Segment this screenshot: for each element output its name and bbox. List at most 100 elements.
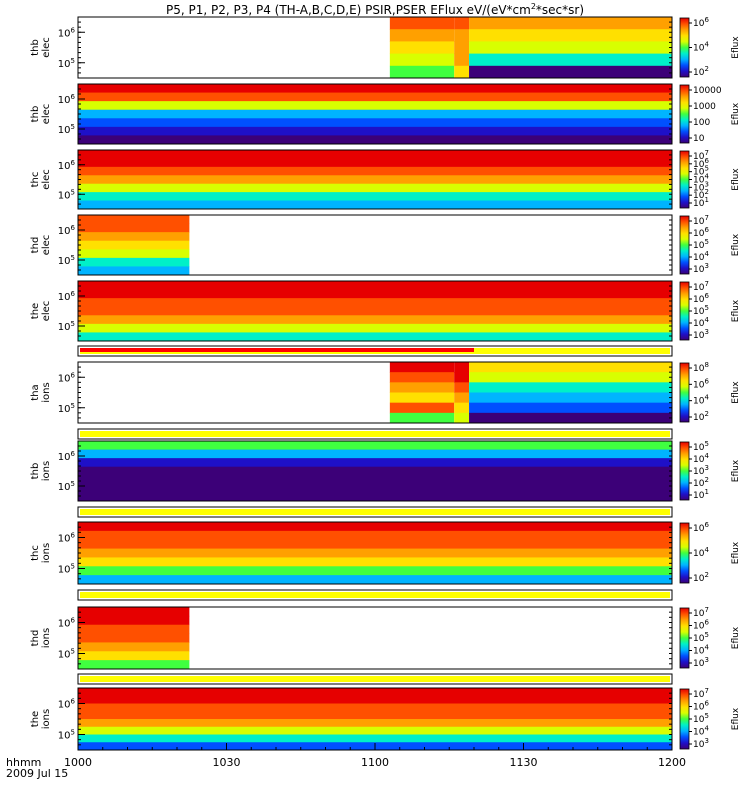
- spectrogram-cell: [389, 362, 455, 373]
- spectrogram-cell: [78, 449, 672, 459]
- colorbar-tick-label: 103: [693, 737, 709, 750]
- panel-label: the: [30, 303, 41, 319]
- spectrogram-cell: [78, 101, 672, 111]
- y-tick-label: 105: [58, 729, 75, 742]
- y-tick-label: 106: [58, 532, 76, 545]
- spectrogram-cell: [78, 575, 672, 585]
- y-tick-label: 105: [58, 563, 75, 576]
- spectrogram-cell: [78, 289, 672, 299]
- y-tick-label: 105: [58, 402, 75, 415]
- spectrogram-cell: [78, 615, 190, 626]
- spectrogram-cell: [78, 192, 672, 202]
- spectrogram-cell: [78, 458, 672, 468]
- spectrogram-cell: [389, 372, 455, 383]
- colorbar-tick-label: 101: [693, 488, 709, 501]
- spectrogram-cell: [469, 362, 672, 373]
- spectrogram-cell: [454, 53, 470, 67]
- spectrogram-cell: [78, 118, 672, 128]
- spectrogram-cell: [78, 711, 672, 720]
- spectrogram-cell: [469, 17, 672, 30]
- spectrogram-cell: [78, 166, 672, 176]
- colorbar-tick-label: 105: [693, 631, 709, 644]
- spectrogram-cell: [78, 215, 190, 225]
- spectrogram-cell: [78, 158, 672, 168]
- spectrogram-cell: [78, 734, 672, 743]
- spectrogram-cell: [78, 249, 190, 259]
- colorbar-tick-label: 1000: [693, 102, 716, 112]
- colorbar-tick-label: 107: [693, 214, 709, 227]
- spectrogram-cell: [78, 475, 672, 485]
- panel-label: thb: [30, 463, 41, 480]
- colorbar-tick-label: 104: [693, 394, 709, 407]
- spectrogram-cell: [469, 412, 672, 424]
- spectrogram-cell: [78, 530, 672, 541]
- panel-label: elec: [41, 104, 52, 125]
- colorbar-tick-label: 105: [693, 712, 709, 725]
- y-tick-label: 105: [58, 123, 75, 136]
- x-axis-date: 2009 Jul 15: [6, 767, 68, 780]
- colorbar: [679, 281, 690, 341]
- colorbar-tick-label: 106: [693, 377, 709, 390]
- spectrogram-cell: [389, 53, 455, 67]
- colorbar-tick-label: 107: [693, 149, 709, 162]
- colorbar-tick-label: 104: [693, 316, 709, 329]
- spectrogram-cell: [78, 200, 672, 210]
- panel-label: elec: [41, 169, 52, 190]
- quality-strip-bar: [80, 431, 670, 437]
- x-tick-label: 1100: [361, 756, 389, 769]
- y-tick-label: 105: [58, 188, 75, 201]
- colorbar-label: Eflux: [731, 541, 741, 564]
- colorbar-tick-label: 104: [693, 452, 709, 465]
- spectrogram-cell: [469, 402, 672, 414]
- spectrogram-cell: [78, 726, 672, 735]
- y-tick-label: 106: [58, 224, 76, 237]
- quality-strip-bar: [80, 509, 670, 515]
- panel-label: thc: [30, 172, 41, 188]
- colorbar-tick-label: 102: [693, 65, 709, 78]
- panel-label: thd: [30, 237, 41, 254]
- colorbar-tick-label: 104: [693, 250, 709, 263]
- colorbar: [679, 150, 690, 209]
- quality-strip-bar: [80, 592, 670, 598]
- spectrogram-cell: [78, 703, 672, 712]
- colorbar: [679, 607, 690, 669]
- colorbar-tick-label: 107: [693, 280, 709, 293]
- colorbar-tick-label: 10000: [693, 86, 722, 96]
- spectrogram-cell: [389, 402, 455, 414]
- colorbar-label: Eflux: [731, 707, 741, 730]
- spectrogram-cell: [454, 362, 470, 373]
- x-axis-label: hhmm: [6, 756, 41, 769]
- colorbar: [679, 215, 690, 275]
- colorbar-label: Eflux: [731, 36, 741, 59]
- y-tick-label: 106: [58, 290, 76, 303]
- spectrogram-cell: [454, 402, 470, 414]
- spectrogram-cell: [78, 150, 672, 159]
- spectrogram-cell: [78, 126, 672, 136]
- spectrogram-cell: [78, 642, 190, 652]
- colorbar-tick-label: 103: [693, 464, 709, 477]
- panel-label: ions: [41, 461, 52, 481]
- y-tick-label: 106: [58, 617, 76, 630]
- spectrogram-cell: [78, 266, 190, 276]
- spectrogram-cell: [78, 109, 672, 119]
- colorbar: [679, 17, 690, 78]
- panel-label: ions: [41, 709, 52, 729]
- panel-label: ions: [41, 543, 52, 563]
- colorbar-tick-label: 104: [693, 41, 709, 54]
- chart-title: P5, P1, P2, P3, P4 (TH-A,B,C,D,E) PSIR,P…: [165, 2, 585, 17]
- spectrogram-cell: [454, 17, 470, 30]
- spectrogram-cell: [78, 522, 672, 532]
- colorbar-tick-label: 106: [693, 157, 709, 170]
- colorbar-label: Eflux: [731, 381, 741, 404]
- y-tick-label: 105: [58, 648, 75, 661]
- spectrogram-cell: [469, 53, 672, 67]
- spectrogram-cell: [389, 41, 455, 55]
- panel-label: the: [30, 711, 41, 727]
- colorbar: [679, 688, 690, 750]
- y-tick-label: 106: [58, 698, 76, 711]
- colorbar-tick-label: 104: [693, 546, 709, 559]
- colorbar-tick-label: 107: [693, 606, 709, 619]
- spectrogram-cell: [78, 323, 672, 333]
- x-tick-label: 1200: [658, 756, 686, 769]
